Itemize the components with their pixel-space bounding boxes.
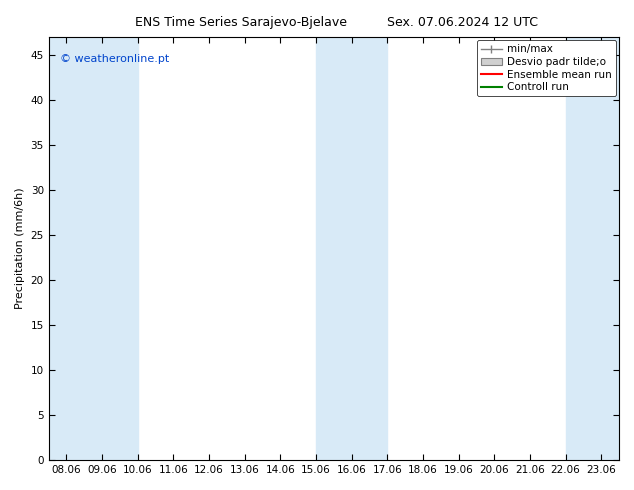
Bar <box>316 37 387 460</box>
Text: Sex. 07.06.2024 12 UTC: Sex. 07.06.2024 12 UTC <box>387 16 538 29</box>
Text: ENS Time Series Sarajevo-Bjelave: ENS Time Series Sarajevo-Bjelave <box>135 16 347 29</box>
Y-axis label: Precipitation (mm/6h): Precipitation (mm/6h) <box>15 188 25 309</box>
Text: © weatheronline.pt: © weatheronline.pt <box>60 54 169 64</box>
Bar <box>566 37 619 460</box>
Legend: min/max, Desvio padr tilde;o, Ensemble mean run, Controll run: min/max, Desvio padr tilde;o, Ensemble m… <box>477 40 616 97</box>
Bar <box>49 37 138 460</box>
